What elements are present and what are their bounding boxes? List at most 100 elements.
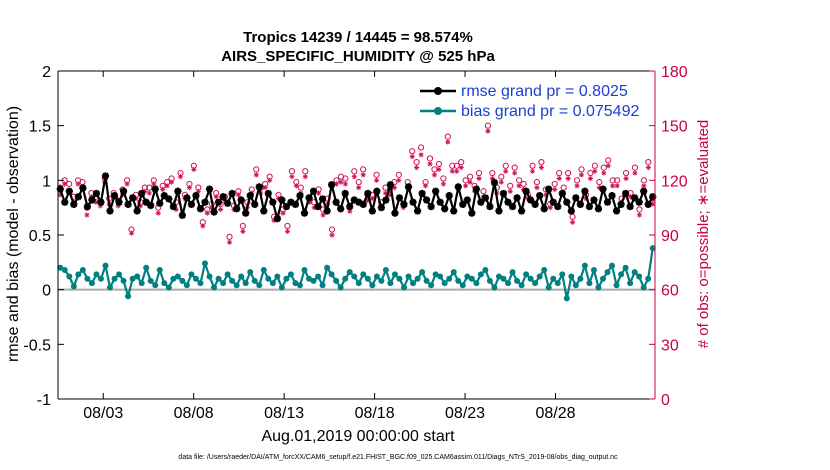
rmse-point	[626, 202, 634, 211]
rmse-point	[549, 198, 557, 206]
obs-evaluated-point	[62, 181, 68, 187]
obs-evaluated-point	[124, 181, 130, 187]
obs-evaluated-point	[75, 181, 81, 187]
bias-point	[581, 262, 588, 269]
rmse-point	[260, 207, 268, 215]
rmse-point	[56, 185, 64, 193]
rmse-point	[214, 198, 223, 206]
bias-point	[283, 275, 290, 282]
obs-possible-point	[449, 162, 456, 169]
rmse-point	[359, 200, 367, 208]
bias-point	[125, 293, 132, 300]
rmse-point	[608, 192, 616, 200]
bias-point	[446, 275, 453, 282]
bias-series	[57, 245, 656, 302]
x-tick-label: 08/13	[264, 405, 304, 422]
obs-evaluated-point	[610, 183, 616, 189]
rmse-point	[350, 196, 358, 204]
bias-point	[107, 284, 114, 291]
rmse-point	[454, 183, 462, 191]
bias-point	[360, 271, 367, 278]
obs-evaluated-point	[57, 192, 63, 198]
rmse-point	[404, 183, 413, 191]
rmse-point	[196, 205, 205, 213]
bias-point	[441, 280, 448, 287]
obs-evaluated-point	[467, 179, 473, 185]
obs-possible-point	[614, 177, 621, 184]
bias-point	[310, 277, 317, 284]
obs-possible-point	[284, 222, 291, 229]
obs-possible-point	[413, 159, 420, 166]
obs-evaluated-point	[489, 175, 495, 182]
bias-point	[220, 280, 227, 287]
obs-evaluated-point	[601, 170, 607, 176]
rmse-point	[305, 194, 313, 202]
bias-point	[364, 275, 371, 282]
rmse-point	[450, 207, 458, 215]
obs-evaluated-point	[485, 128, 491, 134]
obs-evaluated-point	[636, 212, 643, 218]
rmse-point	[418, 189, 426, 198]
rmse-point	[635, 198, 643, 206]
bias-point	[192, 275, 199, 282]
obs-evaluated-point	[650, 201, 656, 207]
obs-evaluated-point	[458, 164, 464, 171]
obs-evaluated-point	[191, 166, 197, 172]
obs-possible-point	[560, 184, 567, 191]
bias-point	[211, 284, 218, 291]
rmse-point	[540, 205, 548, 213]
rmse-point	[576, 200, 584, 208]
rmse-point	[110, 192, 119, 200]
obs-possible-point	[636, 206, 643, 213]
rmse-point	[205, 185, 214, 193]
obs-possible-point	[480, 188, 487, 195]
bias-point	[640, 284, 647, 291]
obs-evaluated-point	[627, 194, 634, 200]
bias-point	[505, 280, 512, 287]
rmse-point	[599, 185, 607, 193]
rmse-point	[129, 194, 137, 202]
rmse-point	[287, 198, 295, 206]
obs-evaluated-point	[538, 164, 544, 171]
obs-possible-point	[395, 171, 402, 178]
obs-evaluated-point	[552, 186, 558, 193]
rmse-point	[88, 196, 96, 204]
bias-point	[165, 284, 172, 291]
bias-point	[396, 275, 403, 282]
chart-subtitle: AIRS_SPECIFIC_HUMIDITY @ 525 hPa	[221, 48, 495, 65]
rmse-point	[291, 200, 300, 208]
bias-point	[61, 266, 68, 273]
rmse-point	[504, 198, 512, 206]
rmse-point	[649, 193, 657, 201]
obs-evaluated-point	[587, 175, 593, 182]
obs-evaluated-point	[267, 177, 273, 183]
obs-evaluated-point	[213, 194, 219, 200]
rmse-point	[468, 209, 476, 217]
obs-possible-point	[520, 180, 527, 188]
bias-point	[265, 275, 272, 282]
legend-label-rmse: rmse grand pr = 0.8025	[461, 83, 628, 100]
bias-point	[595, 284, 602, 291]
y-right-tick-label: 30	[661, 337, 679, 354]
obs-evaluated-point	[204, 210, 210, 216]
rmse-point	[558, 189, 566, 198]
bias-point	[536, 273, 543, 280]
bias-point	[509, 269, 516, 276]
obs-possible-point	[622, 169, 630, 177]
bias-point	[455, 277, 462, 284]
obs-evaluated-point	[569, 219, 576, 225]
rmse-point	[368, 207, 376, 215]
bias-point	[319, 282, 326, 289]
bias-point	[242, 280, 249, 287]
obs-evaluated-point	[253, 172, 259, 178]
bias-point	[57, 264, 64, 271]
obs-evaluated-point	[387, 192, 393, 198]
bias-point	[292, 280, 299, 287]
rmse-point	[183, 194, 191, 202]
bias-point	[391, 271, 398, 278]
rmse-point	[147, 201, 155, 210]
rmse-point	[522, 187, 530, 195]
bias-point	[170, 275, 177, 282]
y-right-tick-label: 60	[661, 283, 679, 300]
bias-point	[224, 271, 231, 278]
